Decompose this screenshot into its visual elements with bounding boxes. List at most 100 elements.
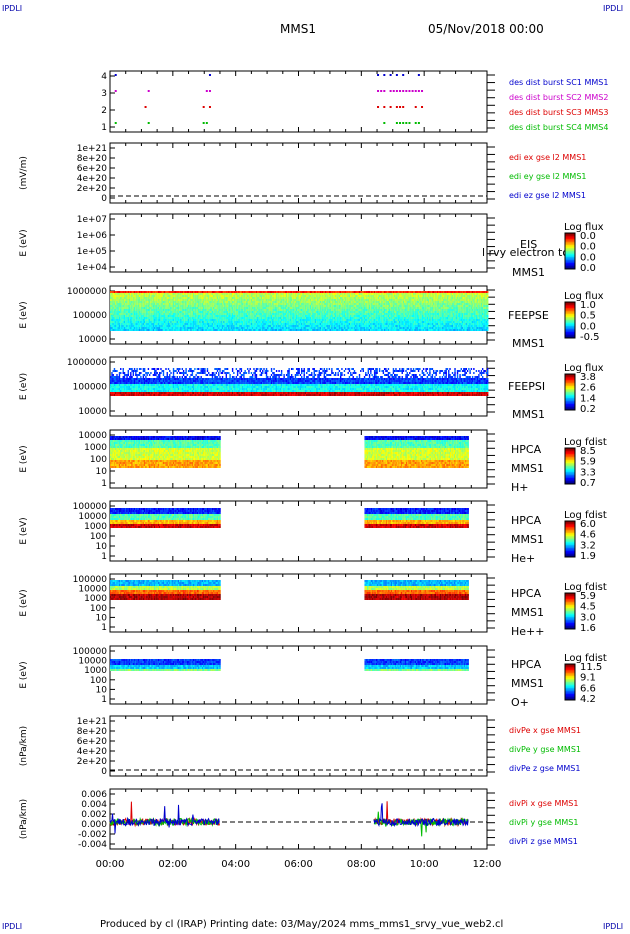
- spectro-cell: [343, 297, 346, 299]
- spectro-cell: [343, 315, 346, 317]
- spectro-cell: [240, 329, 243, 331]
- spectro-cell: [174, 307, 176, 309]
- spectro-cell: [347, 303, 349, 305]
- spectro-cell: [143, 307, 146, 309]
- spectro-cell: [395, 311, 397, 313]
- spectro-cell: [273, 309, 275, 311]
- spectro-cell: [131, 295, 133, 297]
- spectro-cell: [180, 295, 182, 297]
- spectro-cell: [298, 325, 300, 327]
- spectro-cell: [182, 299, 185, 301]
- spectro-cell: [121, 293, 123, 295]
- spectro-cell: [196, 315, 199, 317]
- spectro-cell: [263, 329, 265, 331]
- spectro-cell: [272, 311, 274, 313]
- spectro-cell: [327, 303, 329, 305]
- spectro-cell: [294, 319, 297, 321]
- spectro-cell: [306, 301, 308, 303]
- spectro-cell: [289, 317, 292, 319]
- burst-flag: [395, 106, 398, 108]
- spectro-cell: [396, 311, 398, 313]
- colorbar-step: [565, 263, 575, 265]
- spectro-cell: [371, 307, 373, 309]
- spectro-cell: [394, 325, 396, 327]
- spectro-cell: [385, 295, 387, 297]
- spectro-cell: [169, 327, 171, 329]
- spectro-cell: [121, 303, 123, 305]
- spectro-cell: [331, 321, 333, 323]
- spectro-cell: [348, 299, 351, 301]
- spectro-cell: [395, 293, 397, 295]
- spectro-cell: [323, 319, 326, 321]
- spectro-cell: [373, 305, 376, 307]
- spectro-cell: [366, 313, 368, 315]
- spectro-cell: [279, 309, 282, 311]
- spectro-cell: [307, 315, 309, 317]
- spectro-cell: [200, 319, 202, 321]
- spectro-cell: [202, 307, 205, 309]
- spectro-cell: [202, 327, 205, 329]
- spectro-cell: [269, 303, 271, 305]
- spectro-cell: [341, 309, 343, 311]
- spectro-cell: [190, 299, 192, 301]
- spectro-cell: [157, 295, 160, 297]
- spectro-cell: [150, 311, 152, 313]
- spectro-cell: [200, 295, 202, 297]
- spectro-cell: [337, 327, 339, 329]
- spectro-cell: [206, 327, 209, 329]
- spectro-cell: [362, 293, 364, 295]
- spectro-cell: [132, 319, 135, 321]
- spectro-cell: [132, 303, 135, 305]
- spectro-cell: [155, 313, 157, 315]
- spectro-cell: [373, 297, 376, 299]
- spectro-cell: [334, 299, 337, 301]
- spectro-cell: [153, 291, 156, 293]
- spectro-cell: [240, 309, 243, 311]
- spectro-cell: [179, 295, 181, 297]
- spectro-cell: [284, 297, 287, 299]
- spectro-cell: [187, 311, 190, 313]
- spectro-cell: [233, 323, 235, 325]
- spectro-cell: [195, 299, 197, 301]
- spectro-cell: [145, 293, 147, 295]
- spectro-cell: [202, 325, 205, 327]
- spectro-cell: [278, 307, 280, 309]
- spectro-cell: [127, 299, 129, 301]
- spectro-cell: [299, 317, 302, 319]
- spectro-cell: [241, 325, 244, 327]
- spectro-cell: [395, 299, 397, 301]
- spectro-cell: [356, 311, 358, 313]
- spectro-cell: [279, 303, 282, 305]
- spectro-cell: [309, 325, 312, 327]
- spectro-cell: [187, 301, 190, 303]
- spectro-cell: [250, 305, 253, 307]
- spectro-cell: [381, 299, 383, 301]
- spectro-cell: [176, 299, 179, 301]
- spectro-cell: [204, 291, 206, 293]
- spectro-cell: [186, 319, 189, 321]
- spectro-cell: [150, 297, 152, 299]
- spectro-cell: [159, 315, 161, 317]
- spectro-cell: [194, 309, 196, 311]
- spectro-cell: [175, 313, 177, 315]
- spectro-cell: [302, 315, 304, 317]
- spectro-cell: [196, 295, 199, 297]
- spectro-cell: [195, 315, 197, 317]
- spectro-cell: [273, 305, 275, 307]
- spectro-cell: [309, 315, 312, 317]
- spectro-cell: [284, 321, 287, 323]
- spectro-cell: [346, 327, 348, 329]
- spectro-cell: [368, 311, 371, 313]
- spectro-cell: [143, 311, 146, 313]
- spectro-cell: [166, 293, 168, 295]
- spectro-cell: [339, 293, 342, 295]
- spectro-cell: [201, 295, 204, 297]
- spectro-cell: [113, 311, 116, 313]
- spectro-cell: [255, 315, 258, 317]
- spectro-cell: [343, 295, 346, 297]
- spectro-cell: [132, 297, 135, 299]
- spectro-cell: [254, 317, 256, 319]
- spectro-cell: [194, 325, 196, 327]
- burst-flag: [389, 74, 392, 76]
- spectro-cell: [240, 321, 243, 323]
